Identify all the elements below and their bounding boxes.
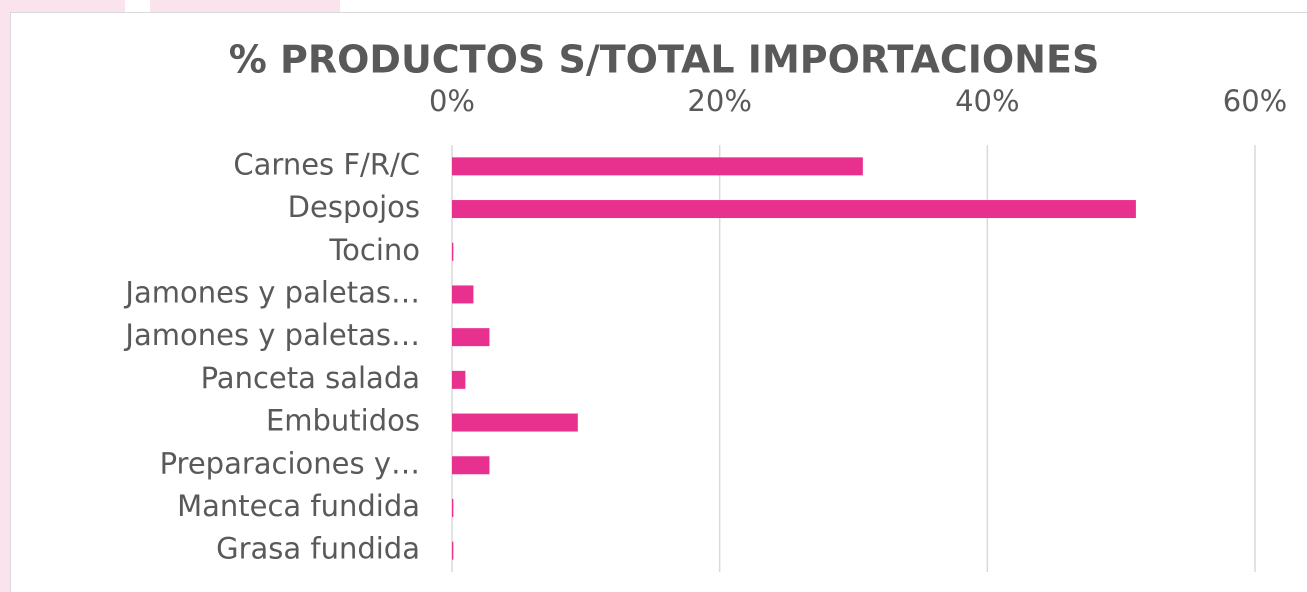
bar — [452, 498, 454, 517]
bar — [452, 285, 474, 304]
y-tick-label: Preparaciones y… — [160, 446, 420, 480]
bar — [452, 456, 490, 475]
bar — [452, 328, 490, 347]
bar — [452, 413, 578, 432]
y-tick-label: Carnes F/R/C — [233, 147, 420, 181]
bar — [452, 200, 1136, 219]
decoration — [150, 0, 340, 12]
x-tick-label: 20% — [687, 84, 751, 118]
chart-frame — [10, 12, 1307, 592]
y-tick-label: Jamones y paletas… — [123, 275, 420, 309]
y-tick-label: Embutidos — [266, 404, 420, 438]
bar — [452, 370, 466, 389]
x-tick-label: 0% — [429, 84, 475, 118]
x-tick-label: 40% — [955, 84, 1019, 118]
bar — [452, 157, 863, 176]
y-tick-label: Tocino — [328, 233, 420, 267]
chart-title: % PRODUCTOS S/TOTAL IMPORTACIONES — [229, 38, 1100, 82]
y-tick-label: Grasa fundida — [216, 532, 420, 566]
y-tick-label: Jamones y paletas… — [123, 318, 420, 352]
x-tick-label: 60% — [1223, 84, 1287, 118]
bar — [452, 541, 454, 560]
bar — [452, 242, 454, 261]
y-tick-label: Despojos — [288, 190, 420, 224]
y-tick-label: Panceta salada — [201, 361, 420, 395]
y-tick-label: Manteca fundida — [177, 489, 420, 523]
decoration — [0, 0, 125, 12]
decoration — [0, 12, 10, 592]
